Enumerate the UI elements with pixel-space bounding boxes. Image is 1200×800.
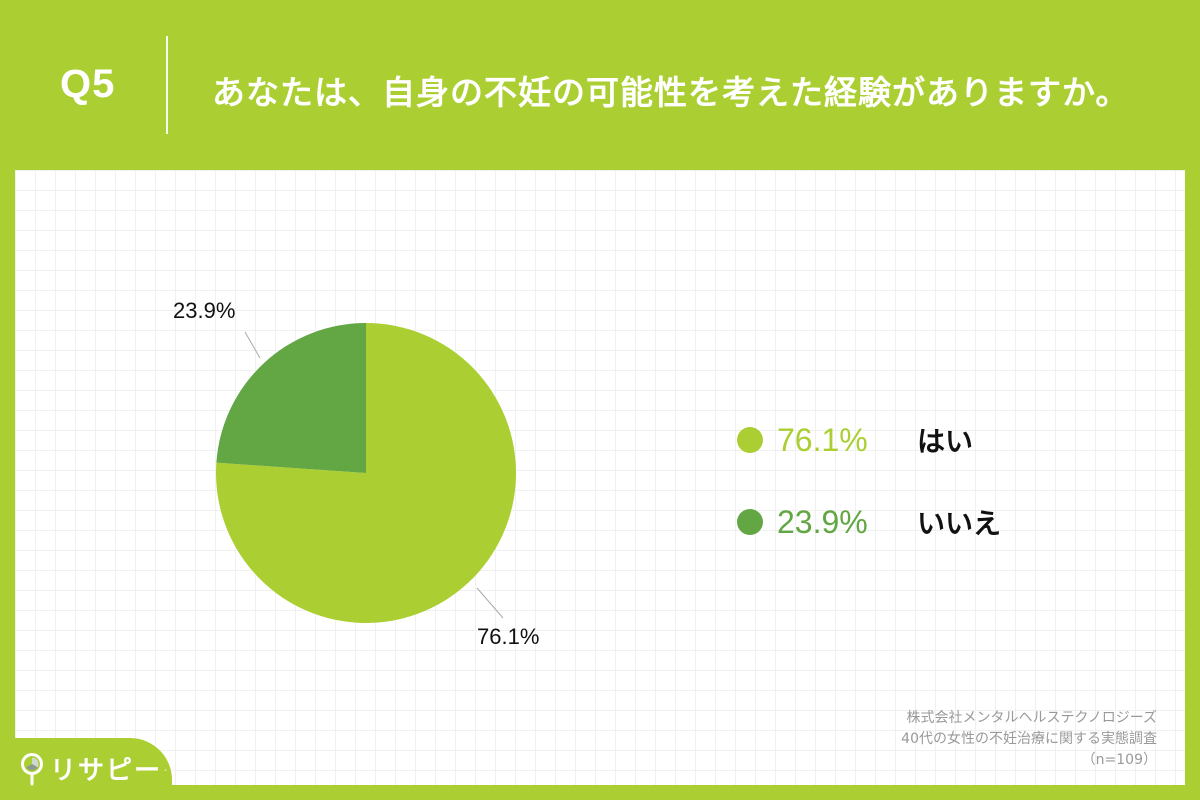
legend-label-yes: はい: [917, 425, 974, 458]
legend-item-no: 23.9% いいえ: [737, 502, 1001, 542]
legend-dot-no-icon: [737, 509, 763, 535]
leader-line-no: [244, 331, 261, 359]
question-number: Q5: [60, 62, 116, 106]
logo-text: リサピー: [50, 756, 163, 786]
header-divider: [166, 36, 168, 134]
pie-chart: [215, 323, 517, 623]
logo: リサピー.: [20, 750, 169, 787]
source-note: 株式会社メンタルヘルステクノロジーズ 40代の女性の不妊治療に関する実態調査 （…: [901, 708, 1157, 771]
leader-line-yes: [476, 587, 504, 619]
pie-label-yes: 76.1%: [477, 624, 540, 649]
legend-pct-yes: 76.1%: [777, 421, 868, 458]
legend-item-yes: 76.1% はい: [737, 420, 973, 460]
pie-label-no: 23.9%: [173, 298, 236, 323]
magnifier-pie-icon: [21, 752, 43, 785]
source-company: 株式会社メンタルヘルステクノロジーズ: [906, 710, 1157, 726]
question-text: あなたは、自身の不妊の可能性を考えた経験がありますか。: [212, 73, 1130, 112]
source-survey: 40代の女性の不妊治療に関する実態調査: [901, 731, 1157, 747]
legend-dot-yes-icon: [737, 427, 763, 453]
pie-slice-no: [216, 323, 366, 473]
header: Q5 あなたは、自身の不妊の可能性を考えた経験がありますか。: [0, 0, 1200, 170]
pie-slices: [215, 323, 517, 623]
legend-pct-no: 23.9%: [777, 503, 868, 540]
chart-panel: 23.9% 76.1% 76.1% はい 23.9% いいえ 株式会社メンタルヘ…: [15, 170, 1185, 785]
source-sample-size: （n=109）: [1081, 752, 1157, 768]
logo-tab: [0, 738, 172, 800]
legend-label-no: いいえ: [917, 507, 1002, 540]
